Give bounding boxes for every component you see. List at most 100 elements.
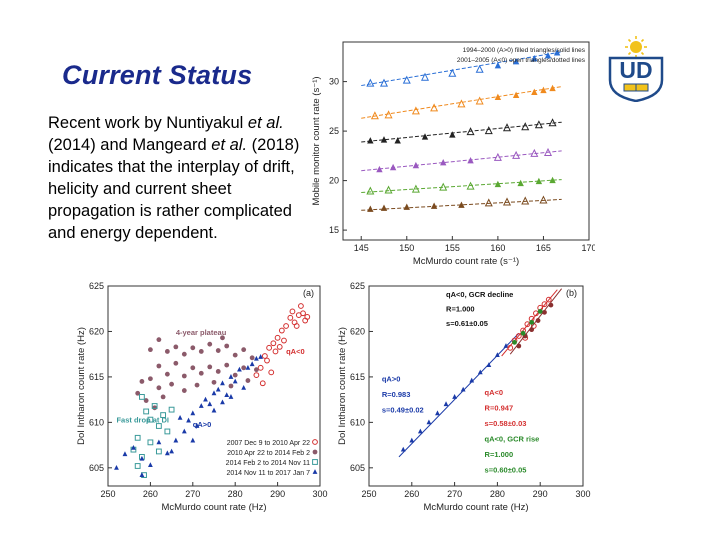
data-point <box>164 349 170 354</box>
data-point <box>475 96 484 105</box>
data-point <box>278 327 285 334</box>
x-tick-label: 260 <box>404 489 419 499</box>
data-point <box>139 379 145 384</box>
data-point <box>411 106 420 115</box>
x-tick-label: 260 <box>143 489 158 499</box>
data-point <box>270 340 277 347</box>
series-0 <box>398 332 520 458</box>
data-point <box>430 103 439 112</box>
chart-annotation: R=1.000 <box>485 450 514 459</box>
chart-annotation: Fast drop at DI <box>116 415 169 424</box>
data-point <box>539 195 548 204</box>
data-point <box>241 347 247 353</box>
data-point <box>203 396 208 402</box>
x-tick-label: 280 <box>228 489 243 499</box>
data-point <box>181 428 187 434</box>
x-tick-label: 270 <box>447 489 462 499</box>
data-point <box>412 161 420 169</box>
data-point <box>531 88 538 96</box>
data-point <box>531 54 538 62</box>
data-point <box>312 459 318 465</box>
data-point <box>258 354 264 359</box>
data-point <box>155 448 162 455</box>
data-point <box>494 180 502 188</box>
data-point <box>194 382 200 388</box>
x-tick-label: 250 <box>361 489 376 499</box>
data-point <box>155 423 162 429</box>
data-point <box>207 364 213 370</box>
series-3 <box>512 309 543 345</box>
x-axis-label: McMurdo count rate (s⁻¹) <box>413 256 519 267</box>
data-point <box>494 61 502 69</box>
data-point <box>520 330 526 336</box>
x-axis-label: McMurdo count rate (Hz) <box>423 502 528 513</box>
data-point <box>298 303 304 309</box>
series-fit-line <box>361 121 562 143</box>
chart-annotation: R=1.000 <box>446 304 475 313</box>
data-point <box>160 412 167 418</box>
slide-title: Current Status <box>62 60 253 90</box>
series-5 <box>361 195 562 212</box>
data-point <box>367 205 374 212</box>
data-point <box>289 308 296 315</box>
y-tick-label: 625 <box>350 282 365 291</box>
panel-label: (a) <box>303 288 314 298</box>
data-point <box>194 423 200 428</box>
data-point <box>530 148 539 157</box>
x-tick-label: 280 <box>490 489 505 499</box>
x-tick-label: 250 <box>100 489 115 499</box>
data-point <box>190 365 196 371</box>
x-tick-label: 160 <box>490 243 505 253</box>
data-point <box>541 301 548 308</box>
chart-panel-a: 250 260 270 280 290 300 605 610 615 620 625 McMurdo… <box>76 282 328 513</box>
data-point <box>367 137 374 144</box>
data-point <box>143 408 150 415</box>
data-point <box>389 163 397 171</box>
chart-annotation: s=0.61±0.05 <box>446 319 488 328</box>
data-point <box>135 390 141 396</box>
data-point <box>439 182 448 191</box>
sun-icon <box>625 36 647 58</box>
data-point <box>312 469 318 474</box>
data-point <box>440 158 447 166</box>
y-tick-label: 605 <box>350 463 365 473</box>
data-point <box>177 414 183 420</box>
data-point <box>521 122 530 131</box>
data-point <box>293 323 300 329</box>
series-3 <box>114 354 264 478</box>
data-point <box>477 369 483 375</box>
series-2 <box>361 118 562 144</box>
data-point <box>272 348 279 355</box>
data-point <box>224 343 230 349</box>
x-tick-label: 155 <box>445 243 460 253</box>
x-tick-label: 165 <box>536 243 551 253</box>
series-fit-line <box>398 332 520 458</box>
data-point <box>228 383 234 389</box>
data-point <box>224 392 230 398</box>
data-point <box>493 152 502 161</box>
data-point <box>164 371 170 377</box>
data-point <box>548 118 557 127</box>
data-point <box>544 52 552 59</box>
data-point <box>402 75 411 84</box>
data-point <box>147 416 154 423</box>
data-point <box>417 428 423 434</box>
data-point <box>134 463 141 469</box>
data-point <box>143 398 149 403</box>
data-point <box>181 388 187 393</box>
body-italic-text: et al. <box>211 136 248 154</box>
data-point <box>394 137 401 144</box>
data-point <box>224 362 230 368</box>
data-point <box>232 352 238 358</box>
data-point <box>549 176 556 184</box>
legend-entry: 2010 Apr 22 to 2014 Feb 2 <box>227 450 310 457</box>
data-point <box>503 343 509 348</box>
x-axis-label: McMurdo count rate (Hz) <box>161 502 266 513</box>
data-point <box>452 394 457 399</box>
x-tick-label: 290 <box>533 489 548 499</box>
data-point <box>190 437 196 443</box>
data-point <box>484 126 493 135</box>
body-text-run: (2018) indicates that the interplay of d… <box>48 136 300 242</box>
chart-mobile-monitor: 145 150 155 160 165 170 15 20 25 30 McMurdo count … <box>311 41 595 267</box>
chart-annotation: s=0.49±0.02 <box>382 405 424 414</box>
